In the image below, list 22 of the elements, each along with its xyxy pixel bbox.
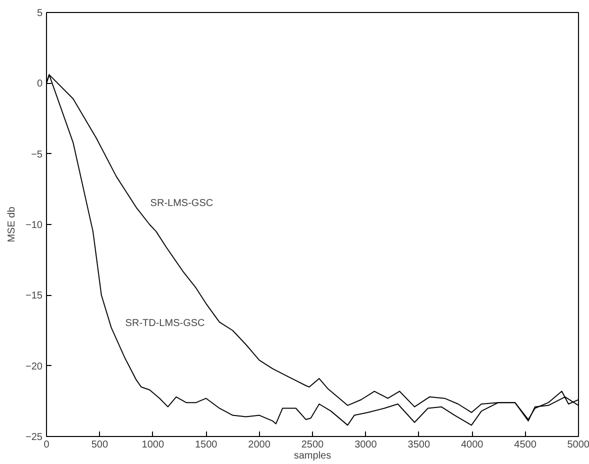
y-tick-label: −25 xyxy=(26,432,43,443)
x-tick-label: 2500 xyxy=(301,440,324,450)
x-tick-label: 1500 xyxy=(194,440,218,450)
x-axis-title: samples xyxy=(294,450,332,462)
x-tick-label: 1000 xyxy=(142,440,164,450)
x-tick-label: 4500 xyxy=(514,440,537,450)
x-tick-label: 500 xyxy=(91,440,108,450)
x-tick-label: 2000 xyxy=(248,440,271,450)
y-tick-label: 0 xyxy=(36,78,43,90)
x-tick-label: 0 xyxy=(44,440,50,450)
x-tick-label: 3000 xyxy=(354,440,378,450)
series-label: SR-TD-LMS-GSC xyxy=(125,318,205,330)
y-tick-label: 5 xyxy=(36,8,43,19)
x-tick-label: 4000 xyxy=(460,440,484,450)
y-tick-label: −10 xyxy=(26,220,43,231)
y-tick-label: −5 xyxy=(31,149,43,160)
y-axis-title: MSE db xyxy=(6,206,18,242)
series-label: SR-LMS-GSC xyxy=(150,198,214,210)
y-tick-label: −20 xyxy=(26,361,43,372)
x-tick-label: 3500 xyxy=(408,440,430,450)
x-tick-label: 5000 xyxy=(567,440,589,450)
y-tick-label: −15 xyxy=(26,290,43,302)
